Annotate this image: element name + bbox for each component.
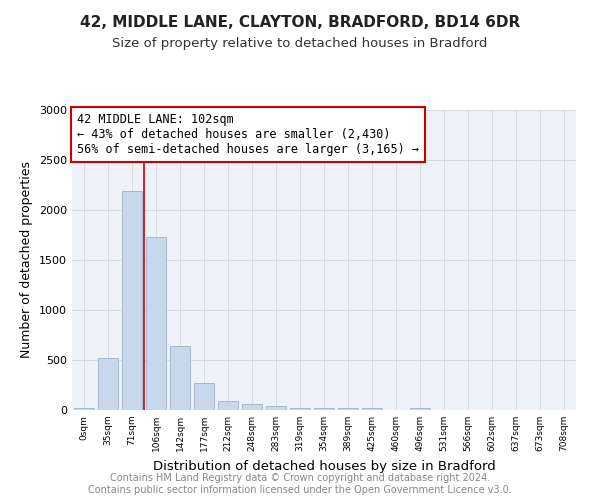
Bar [338, 408, 358, 410]
Bar [194, 383, 214, 410]
Bar [242, 404, 262, 410]
Y-axis label: Number of detached properties: Number of detached properties [20, 162, 34, 358]
Bar [146, 237, 166, 410]
Bar [98, 358, 118, 410]
Bar [290, 408, 310, 410]
Text: 42 MIDDLE LANE: 102sqm
← 43% of detached houses are smaller (2,430)
56% of semi-: 42 MIDDLE LANE: 102sqm ← 43% of detached… [77, 113, 419, 156]
Bar [362, 408, 382, 410]
Bar [218, 401, 238, 410]
Bar [122, 191, 142, 410]
Text: 42, MIDDLE LANE, CLAYTON, BRADFORD, BD14 6DR: 42, MIDDLE LANE, CLAYTON, BRADFORD, BD14… [80, 15, 520, 30]
X-axis label: Distribution of detached houses by size in Bradford: Distribution of detached houses by size … [152, 460, 496, 472]
Text: Size of property relative to detached houses in Bradford: Size of property relative to detached ho… [112, 38, 488, 51]
Bar [74, 408, 94, 410]
Bar [170, 346, 190, 410]
Bar [410, 408, 430, 410]
Text: Contains HM Land Registry data © Crown copyright and database right 2024.
Contai: Contains HM Land Registry data © Crown c… [88, 474, 512, 495]
Bar [266, 406, 286, 410]
Bar [314, 408, 334, 410]
